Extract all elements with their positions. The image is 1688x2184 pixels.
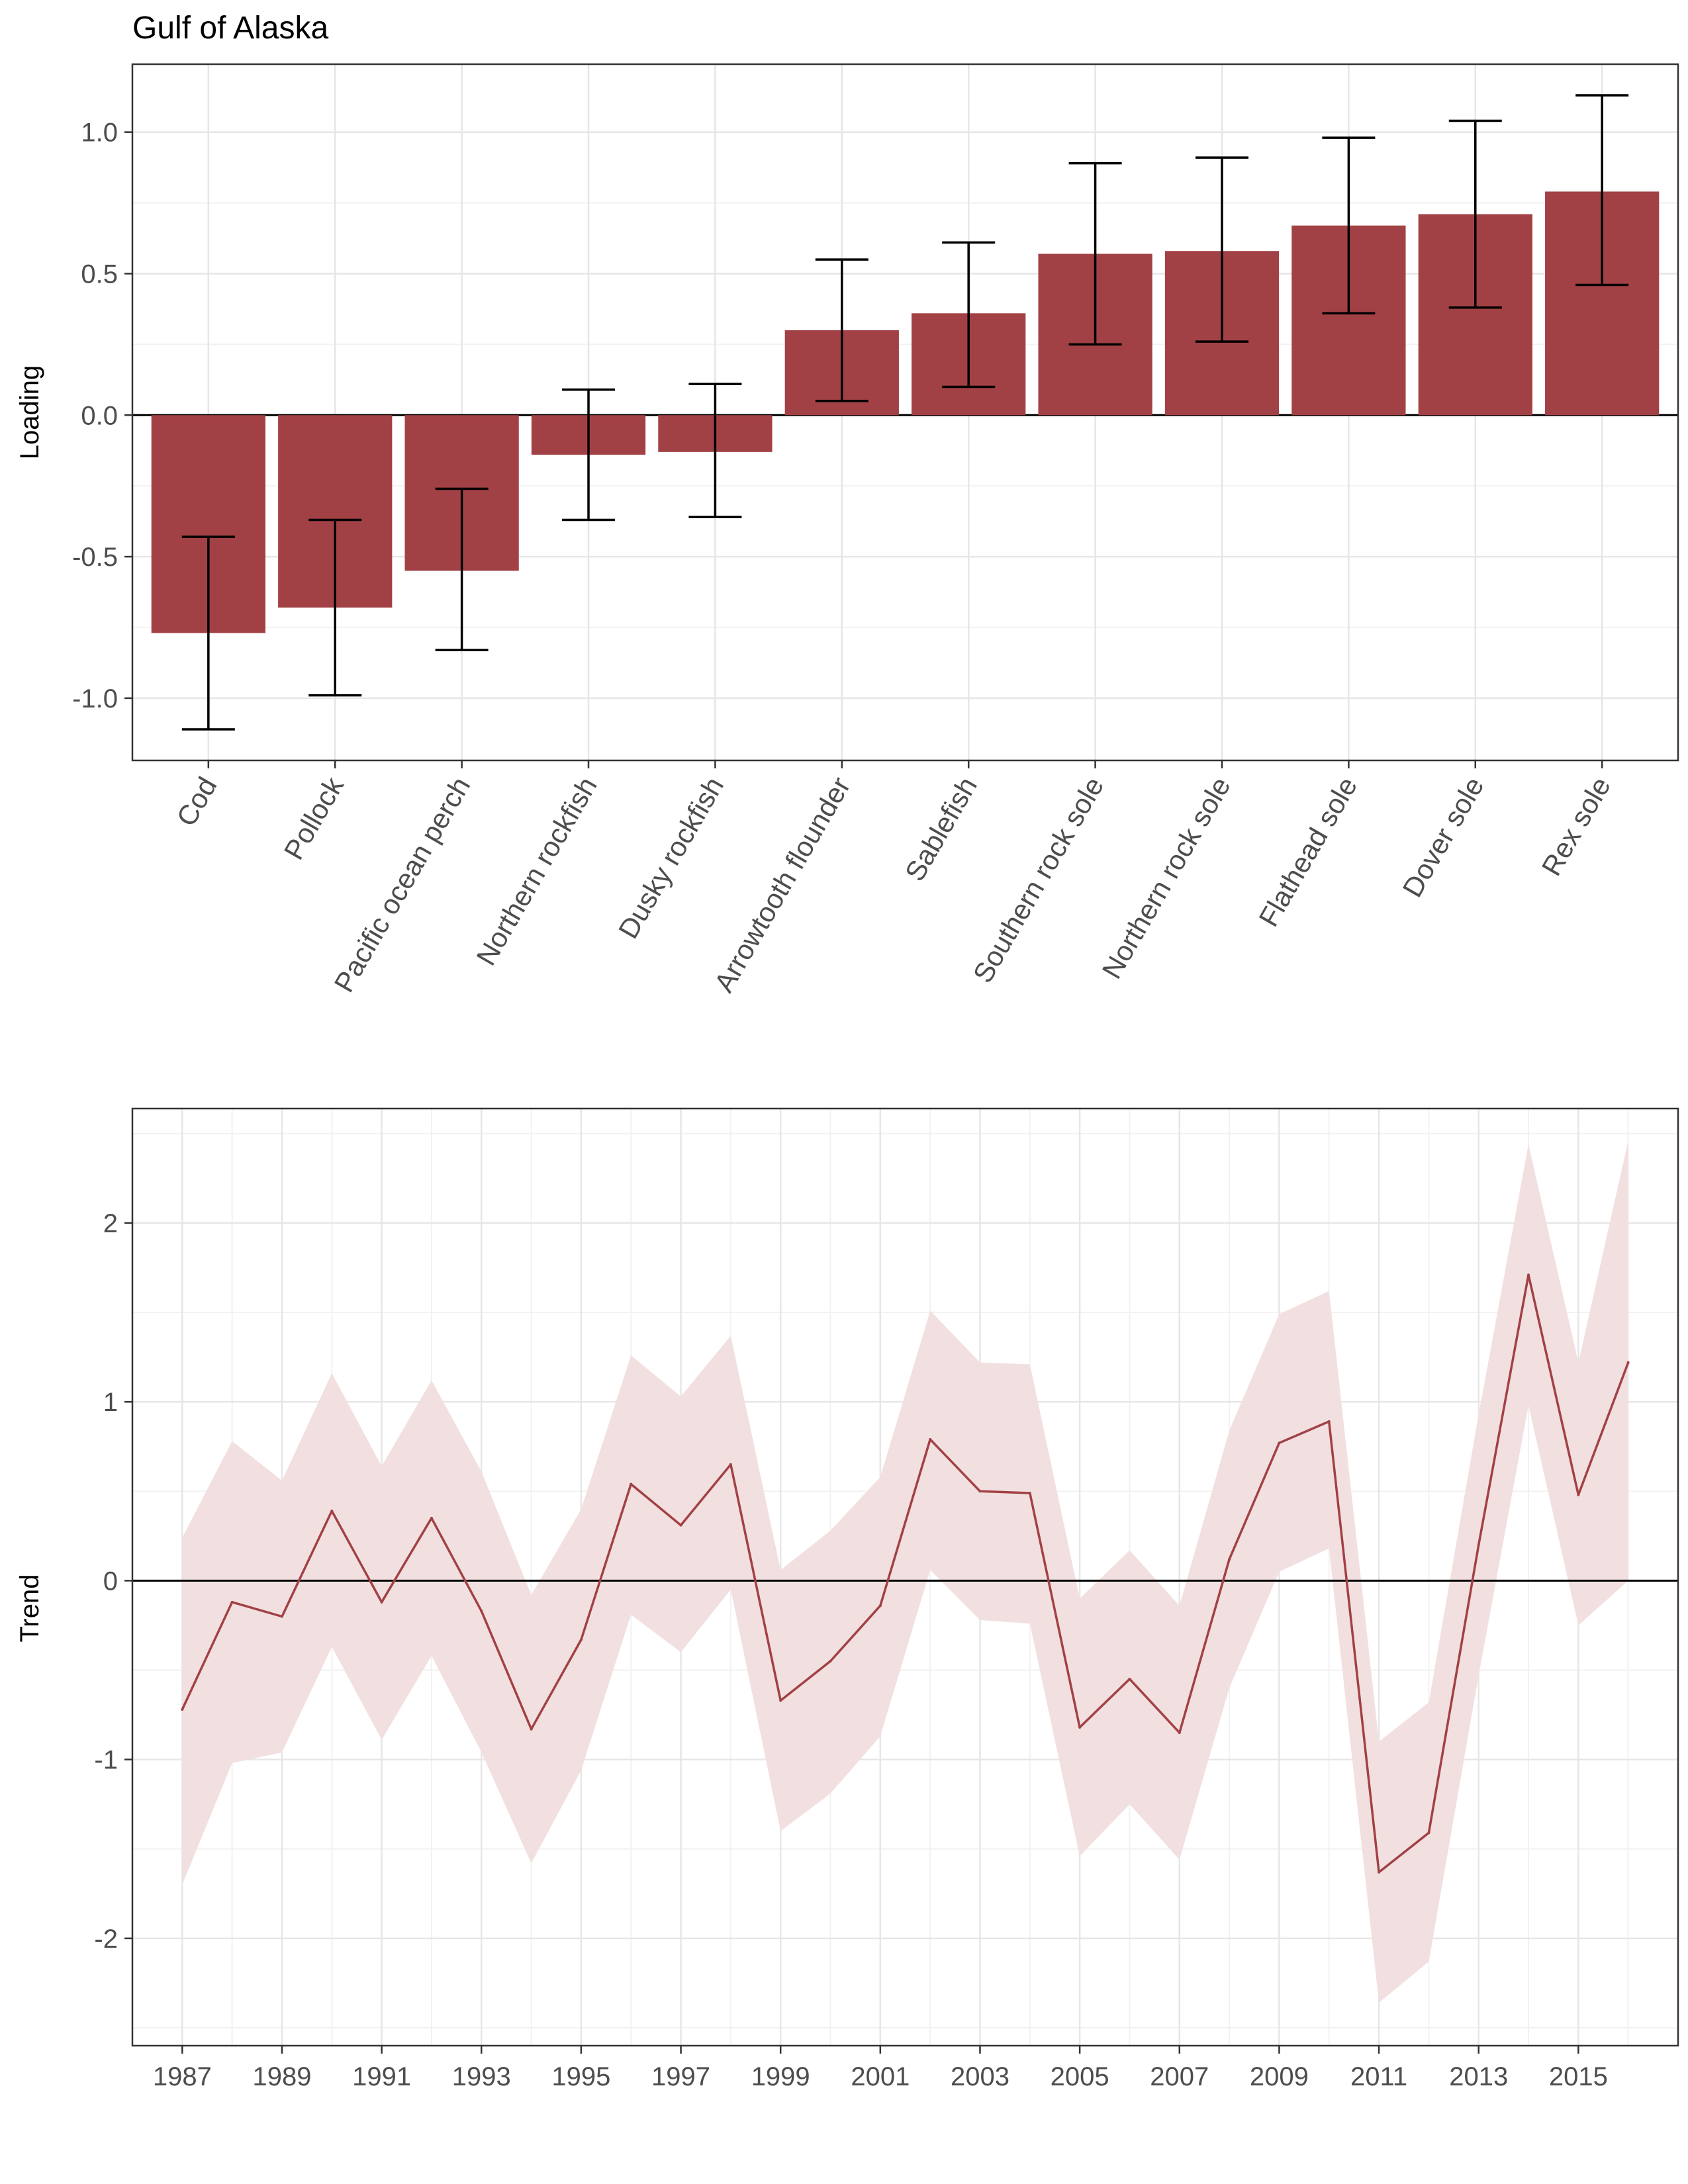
chart-title: Gulf of Alaska [132,11,328,46]
trend-point [1527,1273,1530,1277]
x-tick-label: Dusky rockfish [612,772,729,944]
line-panel-y-ticks: -2 -1 0 1 2 [94,1209,132,1954]
trend-point [1128,1678,1131,1681]
x-tick-label: Cod [170,772,222,831]
trend-point [878,1604,882,1608]
x-tick-label: Pacific ocean perch [328,772,476,997]
x-tick-label: 1989 [252,2062,311,2091]
line-panel-border [131,1107,1679,2047]
x-tick-label: 2013 [1449,2062,1508,2091]
y-tick-label: -1 [94,1746,118,1775]
trend-point [1228,1557,1231,1561]
y-tick-label: 0.5 [81,259,118,289]
y-tick-label: 1 [103,1388,118,1417]
y-tick-label: 0 [103,1567,118,1596]
trend-point [929,1437,932,1441]
error-bars [181,94,1629,731]
x-tick-label: 1987 [153,2062,212,2091]
x-tick-label: Arrowtooth flounder [708,772,857,997]
trend-point [1626,1361,1630,1364]
x-tick-label: 1991 [352,2062,411,2091]
trend-point [530,1727,533,1731]
trend-point [779,1699,782,1702]
trend-point [230,1600,234,1604]
trend-point [181,1707,184,1711]
y-tick-label: 1.0 [81,118,118,148]
trend-point [280,1615,283,1618]
x-tick-label: Southern rock sole [967,772,1110,988]
x-tick-label: 2011 [1350,2062,1407,2091]
line-panel-y-label: Trend [15,1574,44,1642]
x-tick-label: 1993 [452,2062,511,2091]
x-tick-label: Dover sole [1396,772,1489,902]
y-tick-label: 0.0 [81,401,118,430]
y-tick-label: -2 [94,1925,118,1954]
x-tick-label: 1995 [551,2062,610,2091]
x-tick-label: 2005 [1051,2062,1109,2091]
bar-panel-y-ticks: -1.0 -0.5 0.0 0.5 1.0 [72,118,132,713]
x-tick-label: 1997 [651,2062,710,2091]
x-tick-label: Flathead sole [1252,772,1363,932]
bar-panel-border [131,63,1679,762]
trend-point [1028,1491,1031,1494]
x-tick-label: 2003 [951,2062,1009,2091]
bar-series [151,191,1660,633]
x-tick-label: Sablefish [899,772,983,886]
trend-point [380,1600,383,1604]
trend-point [480,1610,483,1613]
confidence-ribbon [182,1140,1628,2003]
trend-point [1078,1725,1082,1729]
x-tick-label: Northern rock sole [1096,772,1237,984]
trend-point [1178,1731,1181,1735]
trend-point [430,1516,433,1520]
trend-point [679,1524,682,1527]
trend-point [829,1660,832,1663]
trend-point [978,1490,982,1493]
y-tick-label: 2 [103,1209,118,1238]
trend-point [330,1510,334,1513]
trend-point [1278,1441,1281,1445]
trend-line [181,1273,1630,1874]
trend-point [630,1482,633,1486]
trend-point [1577,1493,1580,1496]
y-tick-label: -0.5 [72,543,118,572]
x-tick-label: 2007 [1150,2062,1209,2091]
trend-point [1327,1420,1331,1423]
trend-point [579,1638,583,1641]
x-tick-label: 1999 [751,2062,810,2091]
trend-point [1427,1831,1430,1835]
x-tick-label: Pollock [278,771,350,865]
x-tick-label: 2009 [1250,2062,1309,2091]
x-tick-label: Rex sole [1536,772,1617,881]
line-panel-x-ticks: 1987 1989 1991 1993 1995 1997 1999 2001 2003 2005… [153,2046,1608,2091]
trend-point [1477,1543,1480,1547]
bar-panel-y-label: Loading [15,365,44,459]
x-tick-label: 2015 [1549,2062,1608,2091]
y-tick-label: -1.0 [72,684,118,713]
x-tick-label: 2001 [851,2062,910,2091]
x-tick-label: Northern rockfish [470,772,603,970]
trend-point [1378,1870,1381,1874]
trend-points [181,1273,1630,1874]
trend-point [729,1463,732,1466]
